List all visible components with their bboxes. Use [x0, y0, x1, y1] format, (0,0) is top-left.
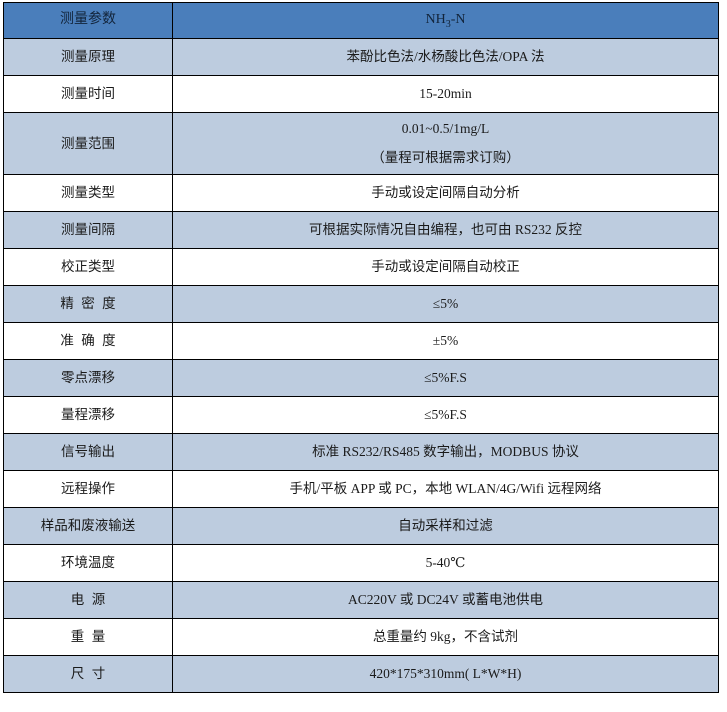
row-label-cell: 环境温度 [3, 544, 173, 582]
table-row: 样品和废液输送 自动采样和过滤 [3, 507, 719, 545]
row-label-cell: 校正类型 [3, 248, 173, 286]
row-value-cell: AC220V 或 DC24V 或蓄电池供电 [172, 581, 719, 619]
row-label-cell: 精密度 [3, 285, 173, 323]
row-label-cell: 测量范围 [3, 112, 173, 175]
table-header-row: 测量参数 NH3-N [3, 2, 719, 39]
table-row: 量程漂移 ≤5%F.S [3, 396, 719, 434]
row-label-text: 电源 [70, 592, 113, 608]
row-label-cell: 电源 [3, 581, 173, 619]
row-label-text: 重量 [70, 629, 113, 645]
analyte-name-subscript: 3 [445, 19, 451, 31]
analyte-name-prefix: NH [425, 12, 446, 28]
row-label-cell: 远程操作 [3, 470, 173, 508]
row-value-line: （量程可根据需求订购） [371, 150, 520, 165]
row-value-cell: 手机/平板 APP 或 PC，本地 WLAN/4G/Wifi 远程网络 [172, 470, 719, 508]
row-value-cell: 可根据实际情况自由编程，也可由 RS232 反控 [172, 211, 719, 249]
row-label-text: 精密度 [60, 296, 124, 312]
table-body: 测量参数 NH3-N 测量原理 苯酚比色法/水杨酸比色法/OPA 法测量时间 15-… [3, 2, 719, 693]
row-label-cell: 样品和废液输送 [3, 507, 173, 545]
specification-table: 测量参数 NH3-N 测量原理 苯酚比色法/水杨酸比色法/OPA 法测量时间 15-… [3, 2, 719, 693]
analyte-name-suffix: -N [450, 12, 466, 28]
table-row: 精密度 ≤5% [3, 285, 719, 323]
row-value-cell: 自动采样和过滤 [172, 507, 719, 545]
row-value-cell: 5-40℃ [172, 544, 719, 582]
row-label-cell: 尺寸 [3, 655, 173, 693]
row-value-cell: 手动或设定间隔自动分析 [172, 174, 719, 212]
row-label-text: 尺寸 [70, 666, 113, 682]
row-label-cell: 测量间隔 [3, 211, 173, 249]
table-row: 准确度 ±5% [3, 322, 719, 360]
row-label-cell: 准确度 [3, 322, 173, 360]
row-label-cell: 测量时间 [3, 75, 173, 113]
row-label-cell: 零点漂移 [3, 359, 173, 397]
table-row: 测量时间 15-20min [3, 75, 719, 113]
row-value-cell: 苯酚比色法/水杨酸比色法/OPA 法 [172, 38, 719, 76]
table-row: 环境温度 5-40℃ [3, 544, 719, 582]
row-label-text: 准确度 [60, 333, 124, 349]
row-value-cell: 总重量约 9kg，不含试剂 [172, 618, 719, 656]
table-row: 尺寸 420*175*310mm( L*W*H) [3, 655, 719, 693]
row-label-cell: 测量类型 [3, 174, 173, 212]
row-value-cell: ≤5%F.S [172, 359, 719, 397]
row-value-multiline: 0.01~0.5/1mg/L （量程可根据需求订购） [179, 119, 712, 167]
row-label-cell: 量程漂移 [3, 396, 173, 434]
row-value-cell: 420*175*310mm( L*W*H) [172, 655, 719, 693]
row-value-cell: ≤5% [172, 285, 719, 323]
row-value-cell: 手动或设定间隔自动校正 [172, 248, 719, 286]
header-label-cell: 测量参数 [3, 2, 173, 39]
table-row: 远程操作 手机/平板 APP 或 PC，本地 WLAN/4G/Wifi 远程网络 [3, 470, 719, 508]
row-value-line: 0.01~0.5/1mg/L [401, 121, 490, 137]
row-label-cell: 信号输出 [3, 433, 173, 471]
table-row: 零点漂移 ≤5%F.S [3, 359, 719, 397]
row-value-cell: ±5% [172, 322, 719, 360]
row-value-cell: 0.01~0.5/1mg/L （量程可根据需求订购） [172, 112, 719, 175]
table-row: 测量原理 苯酚比色法/水杨酸比色法/OPA 法 [3, 38, 719, 76]
table-row: 校正类型 手动或设定间隔自动校正 [3, 248, 719, 286]
table-row: 重量 总重量约 9kg，不含试剂 [3, 618, 719, 656]
table-row: 测量间隔 可根据实际情况自由编程，也可由 RS232 反控 [3, 211, 719, 249]
table-row: 测量范围 0.01~0.5/1mg/L （量程可根据需求订购） [3, 112, 719, 175]
table-row: 测量类型 手动或设定间隔自动分析 [3, 174, 719, 212]
row-value-cell: 15-20min [172, 75, 719, 113]
row-value-cell: ≤5%F.S [172, 396, 719, 434]
header-value-cell: NH3-N [172, 2, 719, 39]
row-label-cell: 重量 [3, 618, 173, 656]
row-value-cell: 标准 RS232/RS485 数字输出，MODBUS 协议 [172, 433, 719, 471]
row-label-cell: 测量原理 [3, 38, 173, 76]
table-row: 信号输出 标准 RS232/RS485 数字输出，MODBUS 协议 [3, 433, 719, 471]
table-row: 电源 AC220V 或 DC24V 或蓄电池供电 [3, 581, 719, 619]
